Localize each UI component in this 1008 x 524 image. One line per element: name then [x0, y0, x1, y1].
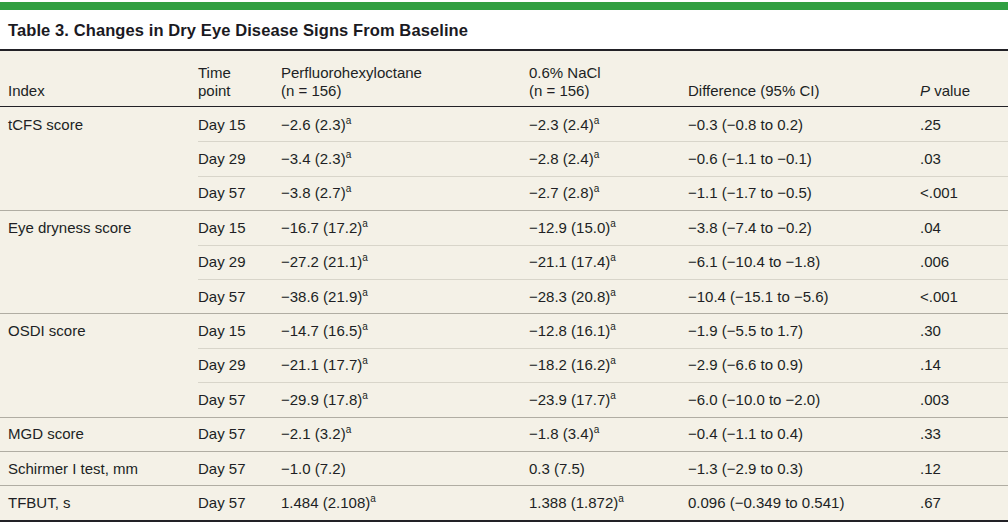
cell-perfluorohexyloctane: −2.1 (3.2)a [281, 425, 529, 442]
cell-pvalue: .12 [920, 460, 1000, 477]
cell-pvalue: .33 [920, 425, 1000, 442]
cell-time-point: Day 15 [198, 322, 281, 339]
cell-pvalue: .67 [920, 494, 1000, 511]
table-row: Day 57−3.8 (2.7)a−2.7 (2.8)a−1.1 (−1.7 t… [0, 176, 1008, 210]
column-header-time-point: Time point [198, 64, 281, 106]
cell-nacl: −21.1 (17.4)a [529, 253, 688, 270]
table-row: Day 57−38.6 (21.9)a−28.3 (20.8)a−10.4 (−… [0, 279, 1008, 313]
cell-difference: −1.3 (−2.9 to 0.3) [688, 460, 920, 477]
cell-perfluorohexyloctane: −27.2 (21.1)a [281, 253, 529, 270]
cell-time-point: Day 57 [198, 460, 281, 477]
table-row: Eye dryness scoreDay 15−16.7 (17.2)a−12.… [0, 210, 1008, 244]
cell-difference: −1.9 (−5.5 to 1.7) [688, 322, 920, 339]
cell-difference: −0.4 (−1.1 to 0.4) [688, 425, 920, 442]
cell-perfluorohexyloctane: −21.1 (17.7)a [281, 356, 529, 373]
table-row: OSDI scoreDay 15−14.7 (16.5)a−12.8 (16.1… [0, 313, 1008, 347]
table-body: tCFS scoreDay 15−2.6 (2.3)a−2.3 (2.4)a−0… [0, 107, 1008, 520]
cell-pvalue: .03 [920, 150, 1000, 167]
table-title: Table 3. Changes in Dry Eye Disease Sign… [0, 10, 1008, 49]
cell-difference: −0.6 (−1.1 to −0.1) [688, 150, 920, 167]
cell-pvalue: .04 [920, 219, 1000, 236]
cell-difference: −1.1 (−1.7 to −0.5) [688, 184, 920, 201]
cell-time-point: Day 57 [198, 184, 281, 201]
table-row: Day 29−3.4 (2.3)a−2.8 (2.4)a−0.6 (−1.1 t… [0, 141, 1008, 175]
column-header-index: Index [8, 82, 198, 106]
cell-time-point: Day 15 [198, 219, 281, 236]
cell-nacl: 0.3 (7.5) [529, 460, 688, 477]
cell-nacl: −1.8 (3.4)a [529, 425, 688, 442]
cell-nacl: −2.7 (2.8)a [529, 184, 688, 201]
cell-time-point: Day 57 [198, 391, 281, 408]
cell-nacl: −18.2 (16.2)a [529, 356, 688, 373]
cell-nacl: −12.9 (15.0)a [529, 219, 688, 236]
column-header-perfluorohexyloctane: Perfluorohexyloctane (n = 156) [281, 64, 529, 106]
table-row: Day 29−21.1 (17.7)a−18.2 (16.2)a−2.9 (−6… [0, 348, 1008, 382]
cell-index: OSDI score [8, 322, 198, 339]
cell-perfluorohexyloctane: −38.6 (21.9)a [281, 288, 529, 305]
cell-pvalue: .30 [920, 322, 1000, 339]
cell-nacl: −2.3 (2.4)a [529, 116, 688, 133]
cell-time-point: Day 29 [198, 356, 281, 373]
cell-difference: −3.8 (−7.4 to −0.2) [688, 219, 920, 236]
table-header-row: Index Time point Perfluorohexyloctane (n… [0, 51, 1008, 107]
cell-time-point: Day 57 [198, 288, 281, 305]
cell-time-point: Day 29 [198, 253, 281, 270]
table-row: MGD scoreDay 57−2.1 (3.2)a−1.8 (3.4)a−0.… [0, 417, 1008, 451]
cell-time-point: Day 57 [198, 425, 281, 442]
cell-index: MGD score [8, 425, 198, 442]
table-accent-bar [0, 2, 1008, 10]
cell-difference: −0.3 (−0.8 to 0.2) [688, 116, 920, 133]
cell-pvalue: <.001 [920, 288, 1000, 305]
cell-nacl: −2.8 (2.4)a [529, 150, 688, 167]
cell-pvalue: <.001 [920, 184, 1000, 201]
cell-difference: −6.0 (−10.0 to −2.0) [688, 391, 920, 408]
cell-difference: 0.096 (−0.349 to 0.541) [688, 494, 920, 511]
table-row: Day 29−27.2 (21.1)a−21.1 (17.4)a−6.1 (−1… [0, 245, 1008, 279]
cell-nacl: 1.388 (1.872)a [529, 494, 688, 511]
cell-perfluorohexyloctane: −3.8 (2.7)a [281, 184, 529, 201]
cell-perfluorohexyloctane: −1.0 (7.2) [281, 460, 529, 477]
cell-perfluorohexyloctane: −14.7 (16.5)a [281, 322, 529, 339]
cell-index: Schirmer I test, mm [8, 460, 198, 477]
cell-perfluorohexyloctane: 1.484 (2.108)a [281, 494, 529, 511]
cell-pvalue: .14 [920, 356, 1000, 373]
column-header-pvalue: P value [920, 82, 1000, 106]
column-header-nacl: 0.6% NaCl (n = 156) [529, 64, 688, 106]
cell-time-point: Day 57 [198, 494, 281, 511]
cell-difference: −6.1 (−10.4 to −1.8) [688, 253, 920, 270]
column-header-difference: Difference (95% CI) [688, 82, 920, 106]
table-row: TFBUT, sDay 571.484 (2.108)a1.388 (1.872… [0, 485, 1008, 519]
table-row: Schirmer I test, mmDay 57−1.0 (7.2)0.3 (… [0, 451, 1008, 485]
cell-nacl: −23.9 (17.7)a [529, 391, 688, 408]
table-row: Day 57−29.9 (17.8)a−23.9 (17.7)a−6.0 (−1… [0, 382, 1008, 416]
cell-nacl: −28.3 (20.8)a [529, 288, 688, 305]
cell-index: TFBUT, s [8, 494, 198, 511]
data-table: Index Time point Perfluorohexyloctane (n… [0, 49, 1008, 522]
cell-pvalue: .006 [920, 253, 1000, 270]
cell-difference: −10.4 (−15.1 to −5.6) [688, 288, 920, 305]
cell-perfluorohexyloctane: −29.9 (17.8)a [281, 391, 529, 408]
cell-difference: −2.9 (−6.6 to 0.9) [688, 356, 920, 373]
cell-perfluorohexyloctane: −16.7 (17.2)a [281, 219, 529, 236]
cell-perfluorohexyloctane: −2.6 (2.3)a [281, 116, 529, 133]
table-row: tCFS scoreDay 15−2.6 (2.3)a−2.3 (2.4)a−0… [0, 107, 1008, 141]
cell-perfluorohexyloctane: −3.4 (2.3)a [281, 150, 529, 167]
cell-pvalue: .003 [920, 391, 1000, 408]
cell-nacl: −12.8 (16.1)a [529, 322, 688, 339]
cell-time-point: Day 29 [198, 150, 281, 167]
cell-pvalue: .25 [920, 116, 1000, 133]
cell-time-point: Day 15 [198, 116, 281, 133]
cell-index: tCFS score [8, 116, 198, 133]
cell-index: Eye dryness score [8, 219, 198, 236]
